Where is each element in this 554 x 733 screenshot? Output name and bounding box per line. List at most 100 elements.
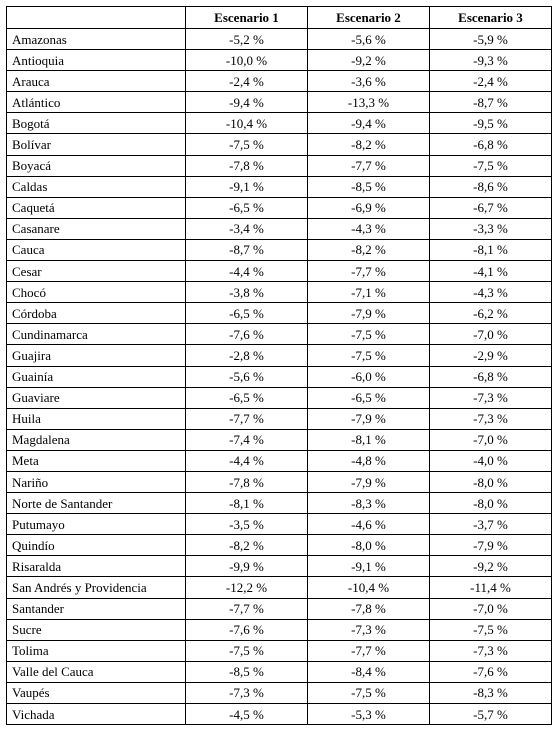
scenario-value: -7,8 % xyxy=(185,154,308,177)
scenario-value: -9,5 % xyxy=(429,112,552,135)
region-name: Bolívar xyxy=(6,133,186,156)
scenario-value: -8,7 % xyxy=(429,91,552,114)
table-row: Norte de Santander -8,1 % -8,3 % -8,0 % xyxy=(6,492,552,515)
scenario-value: -3,6 % xyxy=(307,70,430,93)
region-name: Cesar xyxy=(6,260,186,283)
table-row: Huila -7,7 % -7,9 % -7,3 % xyxy=(6,407,552,430)
scenario-value: -7,0 % xyxy=(429,428,552,451)
table-row: Valle del Cauca -8,5 % -8,4 % -7,6 % xyxy=(6,660,552,683)
region-name: Guaviare xyxy=(6,386,186,409)
region-name: Santander xyxy=(6,597,186,620)
scenario-value: -7,7 % xyxy=(307,154,430,177)
scenario-value: -7,0 % xyxy=(429,323,552,346)
table-row: San Andrés y Providencia -12,2 % -10,4 % -1… xyxy=(6,576,552,599)
scenario-value: -6,8 % xyxy=(429,365,552,388)
scenario-value: -3,4 % xyxy=(185,217,308,240)
region-name: Guainía xyxy=(6,365,186,388)
scenario-value: -7,7 % xyxy=(307,260,430,283)
table-row: Atlántico -9,4 % -13,3 % -8,7 % xyxy=(6,91,552,114)
scenario-value: -7,9 % xyxy=(307,470,430,494)
scenario-value: -7,7 % xyxy=(185,407,308,430)
scenario-value: -6,0 % xyxy=(307,365,430,388)
scenario-value: -8,5 % xyxy=(307,175,430,198)
scenario-value: -5,3 % xyxy=(307,702,430,726)
region-name: San Andrés y Providencia xyxy=(6,576,186,599)
scenario-value: -7,6 % xyxy=(429,660,552,683)
scenario-value: -8,1 % xyxy=(307,428,430,451)
scenario-value: -9,1 % xyxy=(307,555,430,578)
scenario-value: -6,5 % xyxy=(185,302,308,325)
scenario-value: -8,2 % xyxy=(307,133,430,156)
region-name: Arauca xyxy=(6,70,186,93)
scenario-value: -7,5 % xyxy=(185,639,308,662)
scenario-value: -8,0 % xyxy=(429,470,552,494)
scenario-value: -4,8 % xyxy=(307,449,430,472)
scenario-value: -8,3 % xyxy=(307,492,430,515)
region-name: Casanare xyxy=(6,217,186,240)
table-row: Guajira -2,8 % -7,5 % -2,9 % xyxy=(6,344,552,367)
scenario-value: -13,3 % xyxy=(307,91,430,114)
scenario-value: -9,4 % xyxy=(185,91,308,114)
scenario-value: -5,2 % xyxy=(185,27,308,51)
scenario-value: -2,9 % xyxy=(429,344,552,367)
table-row: Casanare -3,4 % -4,3 % -3,3 % xyxy=(6,217,552,240)
table-row: Córdoba -6,5 % -7,9 % -6,2 % xyxy=(6,302,552,325)
table-row: Cauca -8,7 % -8,2 % -8,1 % xyxy=(6,238,552,262)
header-cell xyxy=(6,6,186,29)
table-row: Vichada -4,5 % -5,3 % -5,7 % xyxy=(6,702,552,726)
scenario-value: -7,0 % xyxy=(429,597,552,620)
region-name: Caquetá xyxy=(6,196,186,219)
scenario-value: -7,5 % xyxy=(307,681,430,705)
scenario-value: -7,3 % xyxy=(185,681,308,705)
scenario-value: -7,9 % xyxy=(307,302,430,325)
region-name: Vichada xyxy=(6,702,186,726)
region-name: Risaralda xyxy=(6,555,186,578)
table-row: Vaupés -7,3 % -7,5 % -8,3 % xyxy=(6,681,552,705)
table-row: Sucre -7,6 % -7,3 % -7,5 % xyxy=(6,618,552,641)
table-row: Cundinamarca -7,6 % -7,5 % -7,0 % xyxy=(6,323,552,346)
region-name: Magdalena xyxy=(6,428,186,451)
scenario-value: -2,4 % xyxy=(185,70,308,93)
region-name: Guajira xyxy=(6,344,186,367)
table-body: Amazonas -5,2 % -5,6 % -5,9 % Antioquia -10,0… xyxy=(6,27,552,726)
scenario-value: -4,4 % xyxy=(185,449,308,472)
scenario-value: -5,6 % xyxy=(185,365,308,388)
scenario-value: -7,3 % xyxy=(429,386,552,409)
scenario-value: -5,7 % xyxy=(429,702,552,726)
table-row: Risaralda -9,9 % -9,1 % -9,2 % xyxy=(6,555,552,578)
scenario-value: -8,5 % xyxy=(185,660,308,683)
region-name: Tolima xyxy=(6,639,186,662)
region-name: Atlántico xyxy=(6,91,186,114)
scenario-value: -6,5 % xyxy=(185,196,308,219)
scenario-value: -8,3 % xyxy=(429,681,552,705)
table-header: Escenario 1 Escenario 2 Escenario 3 xyxy=(6,6,552,29)
table-row: Cesar -4,4 % -7,7 % -4,1 % xyxy=(6,260,552,283)
scenario-value: -9,3 % xyxy=(429,49,552,72)
table-row: Caldas -9,1 % -8,5 % -8,6 % xyxy=(6,175,552,198)
table-row: Putumayo -3,5 % -4,6 % -3,7 % xyxy=(6,513,552,536)
scenario-value: -7,3 % xyxy=(429,639,552,662)
scenario-value: -7,5 % xyxy=(429,154,552,177)
scenario-value: -4,6 % xyxy=(307,513,430,536)
table-row: Santander -7,7 % -7,8 % -7,0 % xyxy=(6,597,552,620)
region-name: Quindío xyxy=(6,534,186,557)
scenario-value: -11,4 % xyxy=(429,576,552,599)
table-row: Tolima -7,5 % -7,7 % -7,3 % xyxy=(6,639,552,662)
region-name: Norte de Santander xyxy=(6,492,186,515)
scenario-value: -6,9 % xyxy=(307,196,430,219)
region-name: Córdoba xyxy=(6,302,186,325)
scenario-value: -7,5 % xyxy=(307,323,430,346)
table-row: Guaviare -6,5 % -6,5 % -7,3 % xyxy=(6,386,552,409)
scenario-value: -8,0 % xyxy=(429,492,552,515)
table-row: Meta -4,4 % -4,8 % -4,0 % xyxy=(6,449,552,472)
scenario-value: -6,7 % xyxy=(429,196,552,219)
table-row: Nariño -7,8 % -7,9 % -8,0 % xyxy=(6,470,552,494)
header-row: Escenario 1 Escenario 2 Escenario 3 xyxy=(6,6,552,29)
scenario-value: -7,6 % xyxy=(185,323,308,346)
table-row: Bogotá -10,4 % -9,4 % -9,5 % xyxy=(6,112,552,135)
scenario-value: -6,5 % xyxy=(307,386,430,409)
scenario-value: -8,0 % xyxy=(307,534,430,557)
scenario-value: -8,1 % xyxy=(429,238,552,262)
table-row: Amazonas -5,2 % -5,6 % -5,9 % xyxy=(6,27,552,51)
